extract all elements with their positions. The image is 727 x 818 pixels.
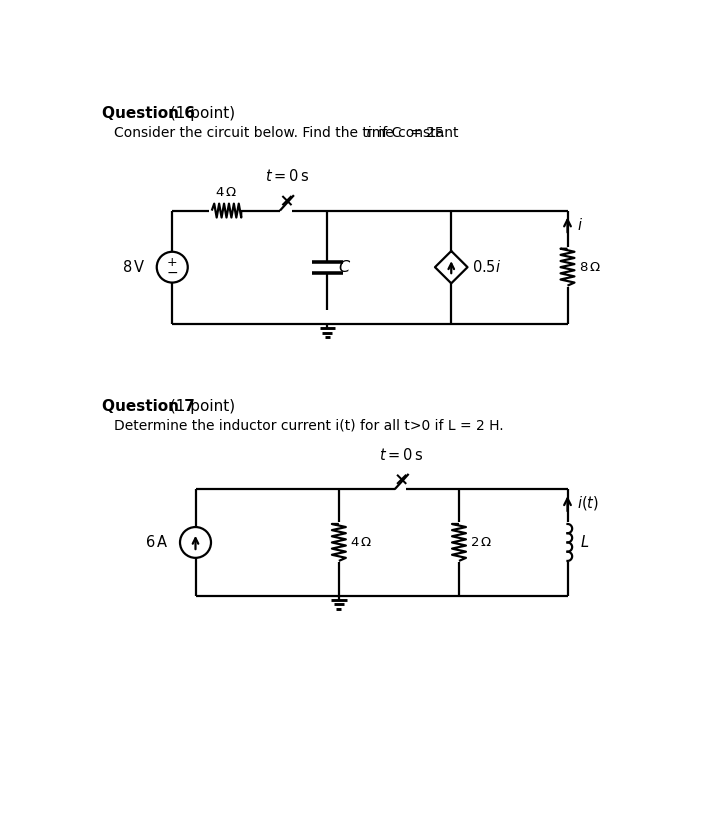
Text: $t = 0\,\mathrm{s}$: $t = 0\,\mathrm{s}$: [379, 447, 424, 463]
Text: $4\,\Omega$: $4\,\Omega$: [215, 186, 238, 199]
Text: +: +: [167, 256, 177, 269]
Text: $2\,\Omega$: $2\,\Omega$: [470, 536, 492, 549]
Text: Determine the inductor current i(t) for all t>0 if L = 2 H.: Determine the inductor current i(t) for …: [114, 419, 504, 433]
Text: $i$: $i$: [577, 217, 583, 233]
Text: $8\,\Omega$: $8\,\Omega$: [579, 261, 601, 274]
Text: $4\,\Omega$: $4\,\Omega$: [350, 536, 372, 549]
Text: −: −: [166, 266, 178, 280]
Text: Question 7: Question 7: [103, 399, 196, 414]
Text: $t = 0\,\mathrm{s}$: $t = 0\,\mathrm{s}$: [265, 169, 309, 184]
Text: Consider the circuit below. Find the time constant: Consider the circuit below. Find the tim…: [114, 126, 463, 140]
Text: $i(t)$: $i(t)$: [577, 494, 599, 512]
Text: τ: τ: [364, 126, 372, 140]
Text: $8\,\mathrm{V}$: $8\,\mathrm{V}$: [121, 259, 145, 275]
Text: (1 point): (1 point): [165, 106, 236, 121]
Text: $L$: $L$: [580, 534, 589, 551]
Text: $0.5i$: $0.5i$: [472, 259, 502, 275]
Text: Question 6: Question 6: [103, 106, 196, 121]
Text: $6\,\mathrm{A}$: $6\,\mathrm{A}$: [145, 534, 169, 551]
Text: if C  = 2F.: if C = 2F.: [374, 126, 445, 140]
Text: $C$: $C$: [338, 259, 351, 275]
Text: (1 point): (1 point): [165, 399, 236, 414]
